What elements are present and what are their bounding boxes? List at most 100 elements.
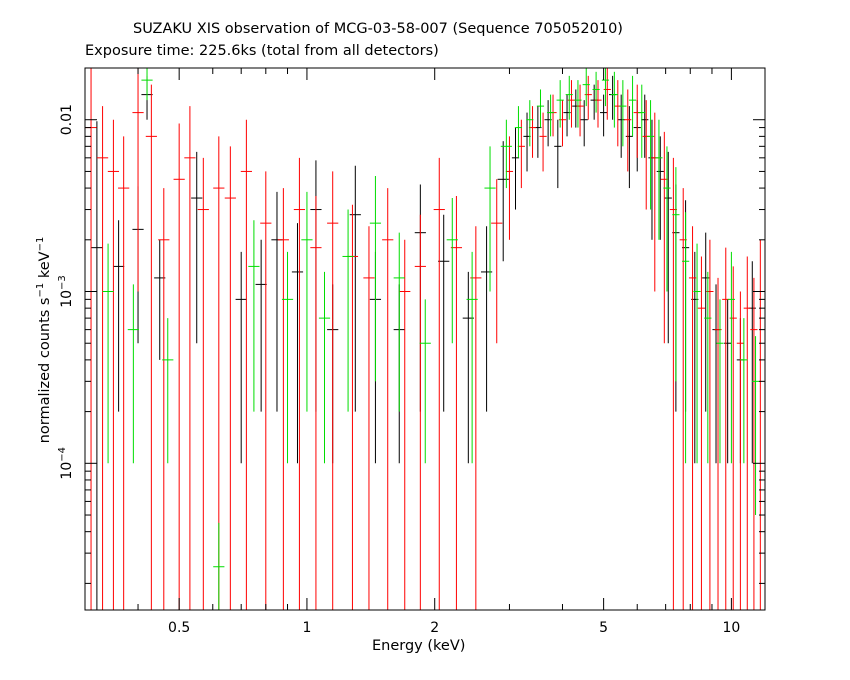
- data-point: [624, 89, 632, 172]
- data-point: [466, 251, 478, 464]
- data-point: [248, 220, 260, 412]
- data-point: [342, 209, 354, 412]
- data-point: [603, 68, 611, 120]
- series-2: [85, 68, 764, 610]
- y-tick-label: 10−3: [57, 275, 75, 308]
- data-point: [539, 112, 547, 172]
- data-point: [433, 157, 445, 610]
- data-point: [724, 299, 732, 464]
- data-point: [617, 94, 625, 158]
- data-point: [224, 146, 236, 610]
- data-point: [310, 195, 322, 610]
- y-tick-label: 0.01: [59, 104, 75, 135]
- chart-subtitle: Exposure time: 225.6ks (total from all d…: [85, 43, 439, 59]
- data-point: [672, 167, 680, 382]
- data-point: [281, 251, 294, 464]
- data-point: [102, 243, 114, 464]
- data-point: [446, 198, 458, 344]
- data-point: [213, 522, 225, 610]
- data-point: [681, 212, 690, 464]
- data-point: [580, 100, 588, 147]
- data-point: [414, 214, 426, 610]
- data-point: [255, 239, 267, 412]
- data-point: [162, 318, 174, 464]
- data-point: [271, 191, 283, 412]
- tick-layer: 0.5 1 2 5 10 10−4 10−3 0.01: [57, 67, 765, 636]
- data-point: [756, 239, 764, 610]
- data-point: [714, 277, 722, 610]
- x-axis-label: Energy (keV): [372, 638, 466, 654]
- data-point: [656, 136, 664, 240]
- data-point: [399, 239, 411, 610]
- data-point: [500, 119, 512, 189]
- data-point: [393, 232, 405, 412]
- data-point: [96, 106, 109, 610]
- data-point: [127, 284, 139, 464]
- data-point: [664, 151, 672, 344]
- data-point: [491, 179, 503, 344]
- data-point: [141, 68, 153, 101]
- data-point: [277, 188, 289, 610]
- data-point: [497, 141, 509, 262]
- data-point: [582, 68, 590, 107]
- x-tick-label: 2: [430, 620, 439, 636]
- data-point: [743, 256, 751, 610]
- data-point: [716, 299, 724, 464]
- data-point: [173, 123, 185, 610]
- x-tick-label: 5: [599, 620, 608, 636]
- data-point: [633, 84, 641, 158]
- data-point: [511, 127, 520, 210]
- x-tick-label: 10: [722, 620, 740, 636]
- data-point: [625, 106, 633, 189]
- x-tick-label: 1: [302, 620, 311, 636]
- data-point: [438, 214, 450, 412]
- data-point: [609, 75, 617, 120]
- data-point: [505, 136, 514, 240]
- data-point: [546, 94, 555, 137]
- chart-title: SUZAKU XIS observation of MCG-03-58-007 …: [133, 21, 623, 37]
- data-point: [158, 188, 170, 610]
- data-point: [191, 151, 203, 344]
- data-point: [107, 119, 120, 610]
- data-point: [260, 171, 272, 610]
- y-tick-label: 10−4: [57, 447, 75, 480]
- data-point: [514, 106, 523, 158]
- series-layer: [85, 68, 764, 610]
- data-point: [113, 220, 125, 412]
- plot-frame: [84, 67, 766, 611]
- data-point: [619, 80, 627, 147]
- data-point: [727, 251, 735, 464]
- data-point: [697, 256, 706, 610]
- data-point: [517, 119, 525, 189]
- data-point: [688, 226, 697, 610]
- data-point: [291, 223, 304, 464]
- data-point: [363, 226, 375, 610]
- data-point: [197, 157, 209, 610]
- data-point: [91, 121, 103, 610]
- data-point: [751, 336, 760, 516]
- data-point: [349, 165, 361, 412]
- data-point: [722, 247, 730, 610]
- data-point: [641, 94, 649, 158]
- data-point: [736, 291, 744, 610]
- data-point: [132, 68, 144, 292]
- data-point: [663, 146, 671, 292]
- data-point: [642, 100, 650, 210]
- data-point: [638, 84, 646, 158]
- data-point: [419, 299, 431, 464]
- data-point: [750, 277, 758, 610]
- x-tick-label: 0.5: [168, 620, 190, 636]
- series-3: [102, 68, 760, 610]
- data-point: [118, 136, 130, 610]
- data-point: [584, 75, 592, 120]
- data-point: [556, 80, 564, 128]
- data-point: [601, 68, 610, 107]
- data-point: [85, 68, 97, 610]
- data-point: [712, 284, 720, 464]
- data-point: [526, 100, 534, 147]
- data-point: [382, 188, 394, 610]
- data-point: [600, 94, 608, 137]
- data-point: [628, 75, 637, 137]
- data-point: [369, 176, 382, 382]
- data-point: [655, 119, 663, 240]
